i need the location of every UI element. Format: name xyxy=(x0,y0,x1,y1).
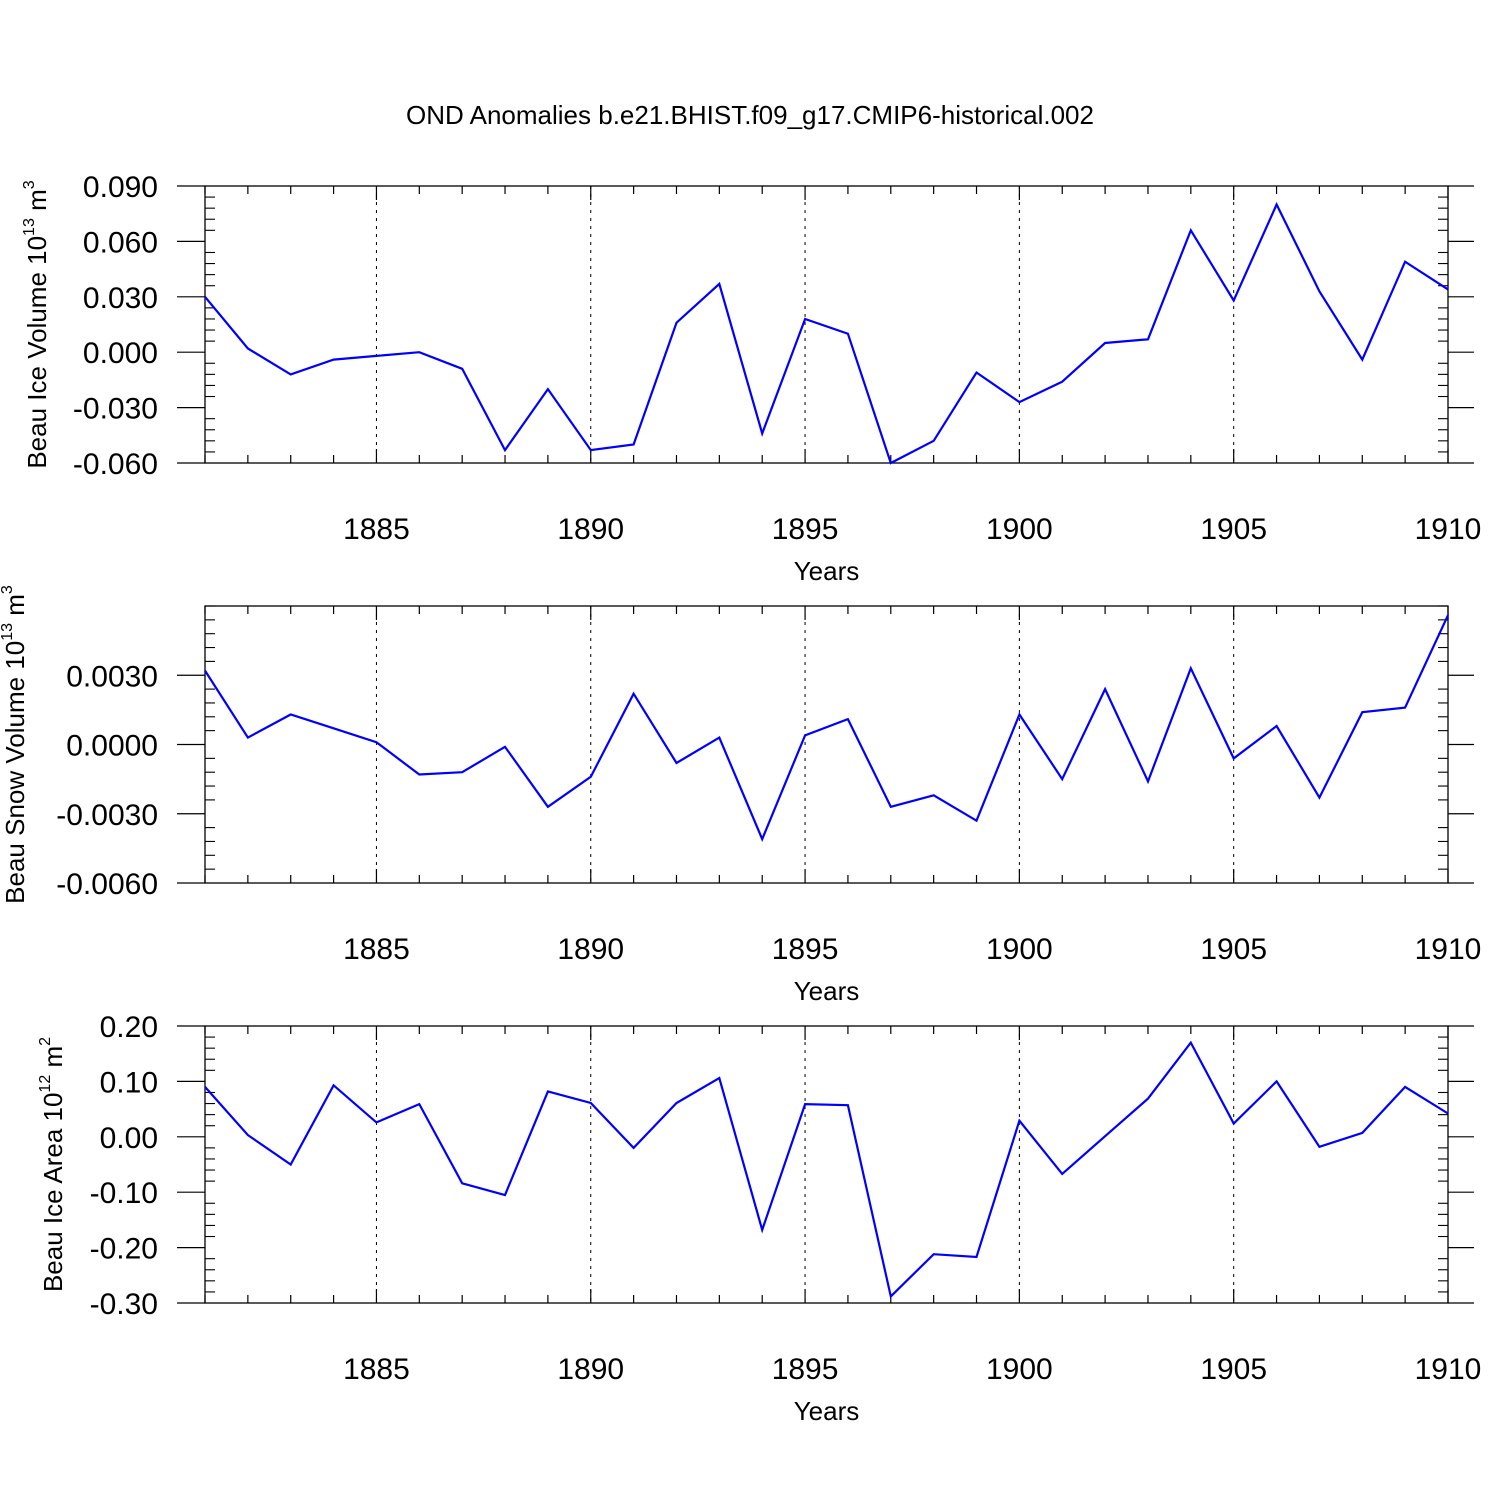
x-tick-label: 1910 xyxy=(1415,933,1482,966)
panels: 0.090 0.060 0.030 0.000 -0.030 -0.060 1885 1890… xyxy=(0,171,1481,1426)
series-line-1 xyxy=(204,201,1449,465)
y-tick-label: 0.060 xyxy=(83,226,158,259)
panel-3: 0.20 0.10 0.00 -0.10 -0.20 -0.30 1885 1890 1895 1… xyxy=(37,1011,1481,1426)
y-tick-label: -0.0030 xyxy=(56,799,158,832)
x-tick-label: 1905 xyxy=(1200,933,1267,966)
y-tick-label: -0.20 xyxy=(90,1233,158,1266)
x-tick-label: 1895 xyxy=(772,513,839,546)
panel-2: 0.0030 0.0000 -0.0030 -0.0060 1885 1890 1895 19… xyxy=(0,585,1481,1006)
y-axis-label: Beau Snow Volume 1013 m3 xyxy=(0,585,30,904)
x-tick-label: 1900 xyxy=(986,933,1053,966)
y-tick-label: 0.10 xyxy=(100,1066,158,1099)
x-axis-label: Years xyxy=(794,976,860,1006)
x-tick-label: 1900 xyxy=(986,513,1053,546)
x-tick-label: 1890 xyxy=(557,933,624,966)
plot-frame xyxy=(204,185,1449,464)
x-tick-label: 1890 xyxy=(557,1353,624,1386)
y-tick-label: 0.000 xyxy=(83,337,158,370)
y-tick-label: -0.30 xyxy=(90,1288,158,1321)
x-tick-label: 1885 xyxy=(343,1353,410,1386)
x-tick-label: 1895 xyxy=(772,933,839,966)
series-line-1 xyxy=(204,1040,1449,1299)
x-tick-label: 1905 xyxy=(1200,513,1267,546)
panel-1: 0.090 0.060 0.030 0.000 -0.030 -0.060 1885 1890… xyxy=(21,171,1481,586)
x-tick-label: 1890 xyxy=(557,513,624,546)
plot-frame xyxy=(204,1025,1449,1304)
x-tick-label: 1905 xyxy=(1200,1353,1267,1386)
y-tick-label: 0.20 xyxy=(100,1011,158,1044)
y-tick-label: 0.0000 xyxy=(66,730,158,763)
y-tick-label: 0.030 xyxy=(83,282,158,315)
y-axis-label: Beau Ice Volume 1013 m3 xyxy=(21,180,52,468)
x-tick-label: 1910 xyxy=(1415,1353,1482,1386)
y-tick-label: 0.0030 xyxy=(66,660,158,693)
series-line-1 xyxy=(204,614,1449,842)
x-tick-label: 1910 xyxy=(1415,513,1482,546)
y-tick-label: 0.00 xyxy=(100,1122,158,1155)
figure-title: OND Anomalies b.e21.BHIST.f09_g17.CMIP6-… xyxy=(406,100,1094,130)
x-tick-label: 1895 xyxy=(772,1353,839,1386)
y-tick-label: -0.060 xyxy=(73,448,158,481)
x-axis-label: Years xyxy=(794,1396,860,1426)
x-tick-label: 1900 xyxy=(986,1353,1053,1386)
x-tick-label: 1885 xyxy=(343,933,410,966)
y-tick-label: -0.10 xyxy=(90,1177,158,1210)
y-axis-label: Beau Ice Area 1012 m2 xyxy=(37,1037,68,1292)
x-tick-label: 1885 xyxy=(343,513,410,546)
y-tick-label: -0.030 xyxy=(73,393,158,426)
y-tick-label: -0.0060 xyxy=(56,868,158,901)
x-axis-label: Years xyxy=(794,556,860,586)
y-tick-label: 0.090 xyxy=(83,171,158,204)
